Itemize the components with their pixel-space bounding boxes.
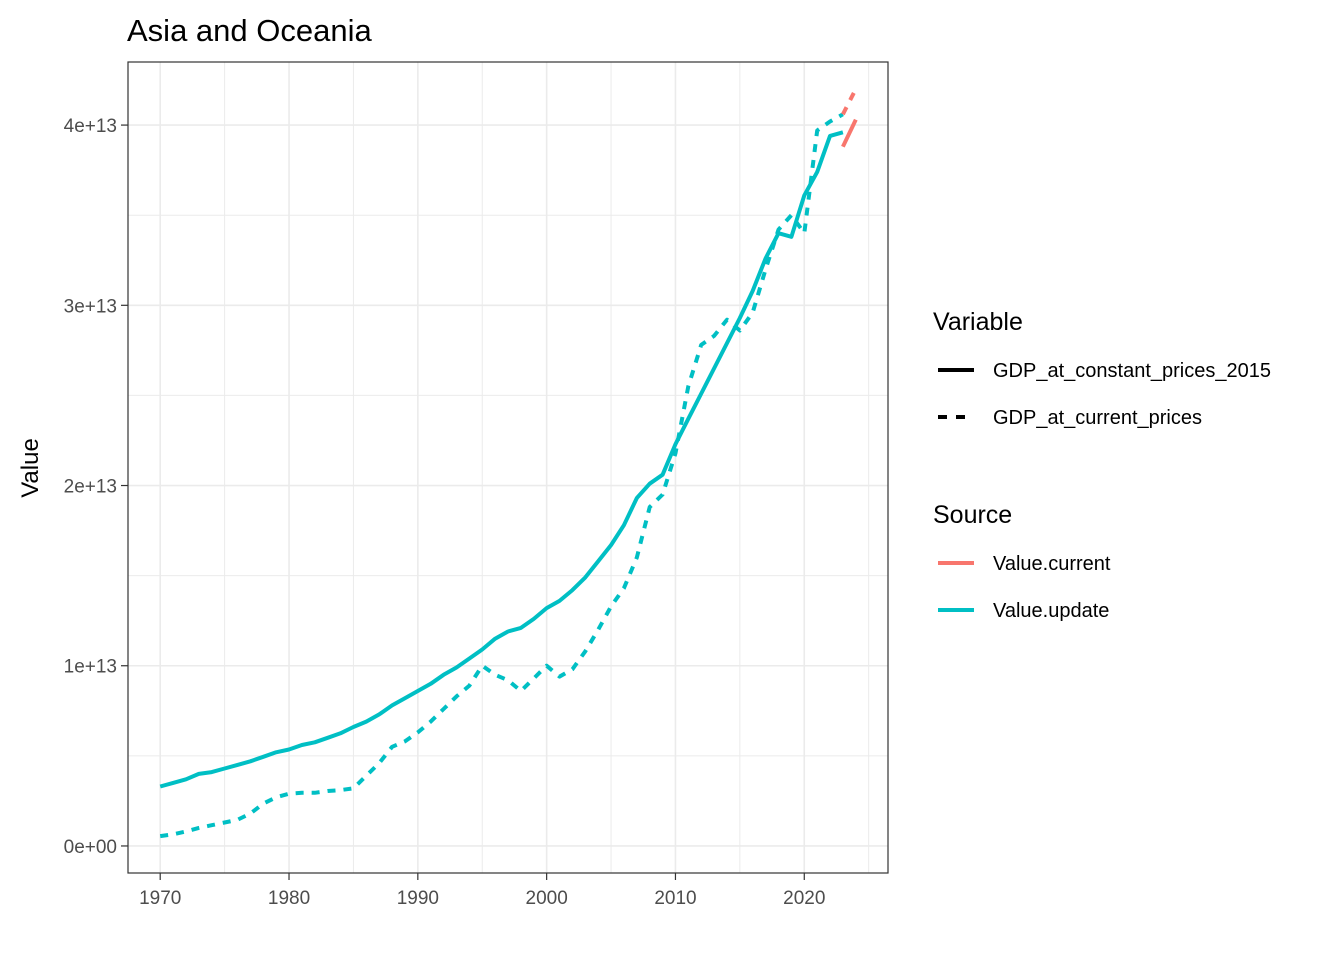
minor-gridlines — [128, 62, 888, 873]
legend-label: GDP_at_constant_prices_2015 — [993, 360, 1271, 382]
legend-label: Value.current — [993, 553, 1111, 575]
legend-label: Value.update — [993, 600, 1109, 622]
y-tick-label: 2e+13 — [64, 477, 117, 498]
x-axis: 1970 1980 1990 2000 2010 2020 — [139, 873, 825, 909]
x-tick-label: 1970 — [139, 888, 181, 909]
y-tick-label: 4e+13 — [64, 116, 117, 137]
y-tick-label: 0e+00 — [64, 837, 117, 858]
legend-title: Source — [933, 501, 1012, 529]
y-axis: 0e+00 1e+13 2e+13 3e+13 4e+13 — [64, 116, 128, 858]
x-tick-label: 2010 — [654, 888, 696, 909]
legend-title: Variable — [933, 308, 1023, 336]
series-layer — [159, 88, 858, 839]
x-tick-label: 1980 — [268, 888, 310, 909]
x-tick-label: 2020 — [783, 888, 825, 909]
series-line-value-current-current-prices — [841, 88, 858, 116]
y-axis-title: Value — [17, 438, 44, 498]
legend: Variable GDP_at_constant_prices_2015 GDP_a… — [933, 308, 1271, 622]
y-tick-label: 3e+13 — [64, 296, 117, 317]
series-line-value-current-constant-prices — [841, 118, 858, 148]
legend-label: GDP_at_current_prices — [993, 407, 1202, 429]
x-tick-label: 1990 — [397, 888, 439, 909]
y-tick-label: 1e+13 — [64, 657, 117, 678]
panel-border — [127, 61, 889, 874]
series-line-value-update-current-prices — [159, 112, 844, 839]
x-tick-label: 2000 — [526, 888, 568, 909]
chart-title: Asia and Oceania — [127, 13, 372, 48]
series-line-value-update-constant-prices — [159, 130, 844, 789]
major-gridlines — [128, 62, 888, 873]
